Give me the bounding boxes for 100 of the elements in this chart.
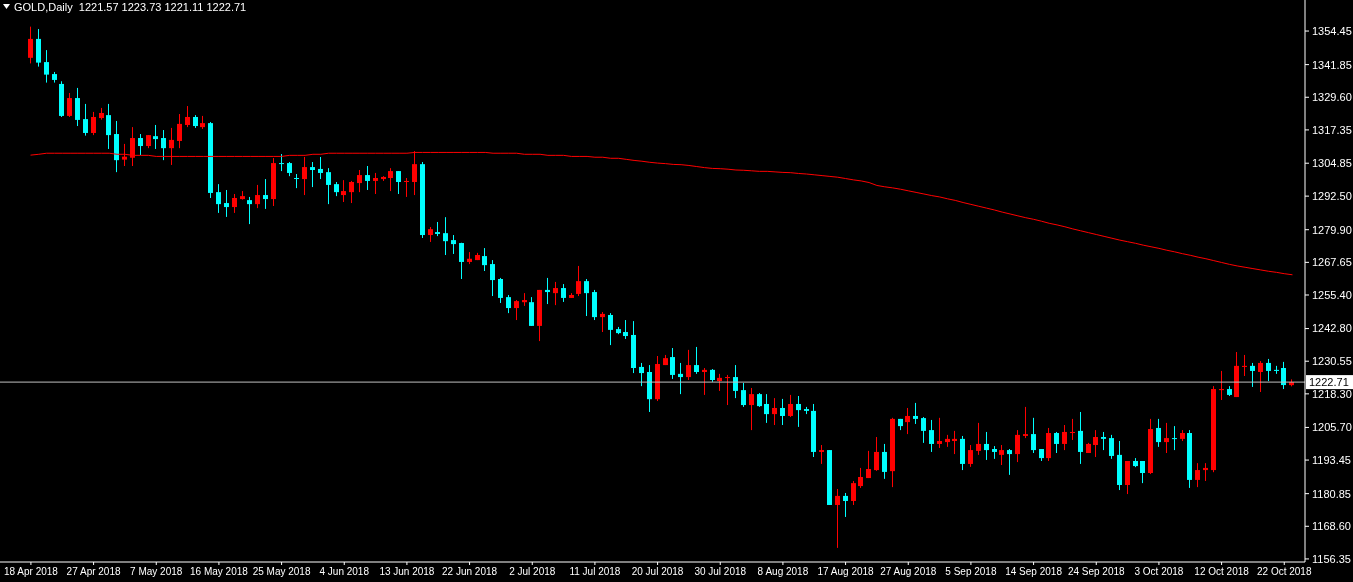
x-tick-label: 14 Sep 2018 — [1005, 566, 1063, 577]
candlestick — [349, 180, 354, 204]
candlestick — [1031, 417, 1036, 454]
candlestick — [976, 422, 981, 456]
x-tick-label: 22 Jun 2018 — [442, 566, 498, 577]
candlestick — [310, 161, 315, 188]
candlestick — [741, 382, 746, 408]
x-tick-label: 5 Sep 2018 — [945, 566, 997, 577]
x-tick-label: 24 Sep 2018 — [1067, 566, 1126, 577]
candlestick — [404, 177, 409, 198]
x-tick-label: 17 Aug 2018 — [817, 566, 875, 577]
x-tick-label: 4 Jun 2018 — [319, 566, 370, 577]
candlestick — [161, 129, 166, 161]
candlestick — [952, 430, 957, 455]
candlestick — [1125, 460, 1130, 495]
y-tick-label: 1304.85 — [1312, 157, 1352, 170]
candlestick — [1070, 418, 1075, 441]
x-tick-label: 18 Apr 2018 — [3, 566, 59, 577]
candlestick — [529, 296, 534, 327]
y-tick-label: 1193.45 — [1312, 453, 1351, 466]
candlestick — [138, 133, 143, 156]
candlestick — [255, 184, 260, 209]
candlestick — [388, 167, 393, 192]
candlestick — [1172, 425, 1177, 451]
candlestick — [28, 26, 33, 64]
candlestick — [835, 488, 840, 549]
candlestick — [764, 393, 769, 424]
candlestick — [459, 242, 464, 280]
candlestick — [443, 216, 448, 256]
candlestick — [725, 374, 730, 406]
candlestick — [913, 402, 918, 425]
candlestick — [36, 28, 41, 68]
candlestick — [357, 169, 362, 193]
candlestick — [780, 398, 785, 426]
candlestick — [75, 87, 80, 127]
candlestick — [224, 189, 229, 218]
candlestick — [1015, 429, 1020, 463]
candlestick — [678, 362, 683, 395]
candlestick — [984, 431, 989, 461]
x-tick-label: 8 Aug 2018 — [757, 566, 809, 577]
candlestick — [749, 387, 754, 431]
x-tick-label: 3 Oct 2018 — [1134, 566, 1184, 577]
candlestick — [1219, 370, 1224, 401]
candlestick — [608, 312, 613, 346]
y-tick-label: 1279.90 — [1312, 223, 1352, 236]
candlestick — [185, 105, 190, 128]
candlestick — [365, 165, 370, 191]
candlestick — [858, 467, 863, 489]
x-tick-label: 11 Jul 2018 — [569, 566, 621, 577]
candlestick — [302, 156, 307, 196]
candlestick — [921, 416, 926, 444]
candlestick — [999, 444, 1004, 466]
candlestick — [91, 111, 96, 136]
candlestick — [177, 113, 182, 149]
candlestick — [1195, 462, 1200, 488]
candlestick — [600, 311, 605, 333]
candlestick — [153, 124, 158, 150]
y-tick-label: 1205.70 — [1312, 421, 1352, 434]
candlestick — [788, 394, 793, 418]
candlestick — [514, 299, 519, 321]
y-tick-label: 1156.35 — [1312, 552, 1351, 565]
y-tick-label: 1267.65 — [1312, 256, 1352, 269]
candlestick — [694, 346, 699, 375]
candlestick — [639, 362, 644, 387]
candlestick — [1093, 429, 1098, 458]
y-tick-label: 1168.60 — [1312, 520, 1351, 533]
candlestick — [553, 281, 558, 306]
y-tick-label: 1255.40 — [1312, 288, 1352, 301]
candlestick — [498, 277, 503, 304]
candlestick — [232, 193, 237, 214]
candlestick — [1023, 406, 1028, 439]
candlestick — [929, 419, 934, 453]
candlestick — [373, 172, 378, 195]
candlestick — [1250, 362, 1255, 388]
y-tick-label: 1341.85 — [1312, 58, 1352, 71]
candlestick — [67, 92, 72, 118]
x-tick-label: 25 May 2018 — [252, 566, 311, 577]
candlestick — [263, 178, 268, 210]
candlestick — [576, 265, 581, 297]
x-tick-label: 22 Oct 2018 — [1257, 566, 1312, 577]
candlestick — [44, 49, 49, 84]
y-tick-label: 1354.45 — [1312, 24, 1352, 37]
y-tick-label: 1242.80 — [1312, 322, 1352, 335]
y-tick-label: 1329.60 — [1312, 91, 1352, 104]
candlestick — [905, 407, 910, 435]
candlestick — [1101, 431, 1106, 451]
candlestick — [843, 492, 848, 518]
y-tick-label: 1230.55 — [1312, 355, 1352, 368]
chart-title: GOLD,Daily 1221.57 1223.73 1221.11 1222.71 — [14, 1, 247, 14]
candlestick — [1156, 418, 1161, 448]
ref-line-label: 1222.71 — [1309, 376, 1349, 389]
candlestick — [584, 278, 589, 317]
candlestick — [1266, 358, 1271, 382]
candlestick — [968, 444, 973, 468]
x-tick-label: 16 May 2018 — [190, 566, 249, 577]
candlestick — [396, 170, 401, 195]
x-tick-label: 13 Jun 2018 — [379, 566, 435, 577]
x-tick-label: 27 Aug 2018 — [880, 566, 937, 577]
candlestick — [1258, 360, 1263, 393]
candlestick — [874, 436, 879, 472]
